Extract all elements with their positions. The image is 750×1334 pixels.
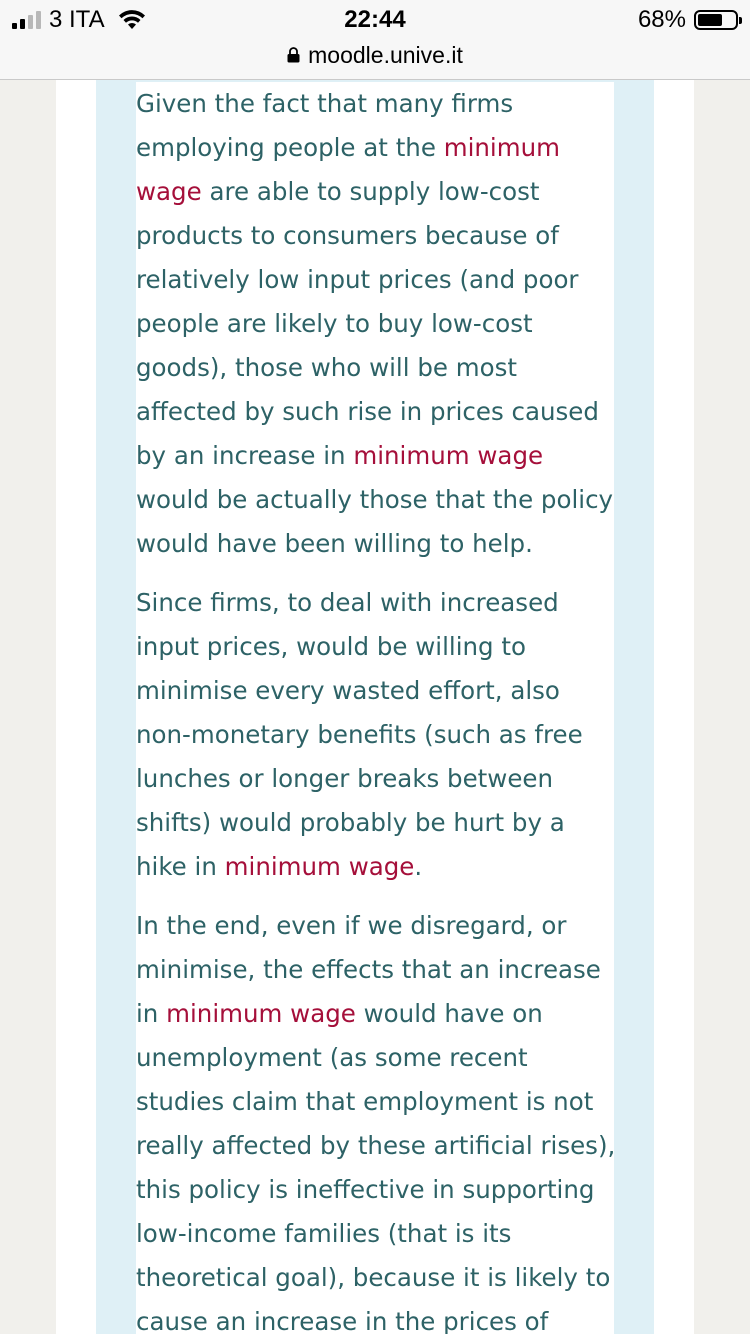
- clock: 22:44: [344, 6, 406, 33]
- wifi-icon: [118, 10, 145, 29]
- url-text: moodle.unive.it: [308, 41, 463, 68]
- glossary-link-minimum-wage[interactable]: minimum wage: [353, 441, 544, 470]
- paragraph-1: Given the fact that many firms employing…: [136, 82, 614, 566]
- status-right: 68%: [637, 6, 742, 34]
- text-run: are able to supply low-cost products to …: [136, 177, 599, 470]
- status-and-url-bar: 3 ITA 22:44 68% moodle.unive.it: [0, 0, 750, 80]
- text-run: .: [414, 852, 423, 881]
- text-run: Since firms, to deal with increased inpu…: [136, 588, 583, 881]
- glossary-link-minimum-wage[interactable]: minimum wage: [224, 852, 415, 881]
- page-content: Given the fact that many firms employing…: [56, 80, 694, 1334]
- status-left: 3 ITA: [12, 6, 147, 34]
- glossary-link-minimum-wage[interactable]: minimum wage: [136, 133, 560, 206]
- paragraph-2: Since firms, to deal with increased inpu…: [136, 581, 614, 889]
- battery-icon: [694, 10, 742, 30]
- address-bar[interactable]: moodle.unive.it: [0, 40, 750, 70]
- quote-block: Given the fact that many firms employing…: [96, 80, 654, 1334]
- text-run: In the end, even if we disregard, or min…: [136, 911, 601, 1028]
- signal-strength-icon: [12, 11, 41, 29]
- text-run: would have on unemployment (as some rece…: [136, 999, 614, 1334]
- paragraph-3: In the end, even if we disregard, or min…: [136, 904, 614, 1334]
- carrier-name: 3 ITA: [49, 6, 105, 33]
- battery-percent: 68%: [637, 6, 686, 33]
- text-column: Given the fact that many firms employing…: [136, 82, 614, 1334]
- text-run: would be actually those that the policy …: [136, 485, 614, 558]
- text-run: Given the fact that many firms employing…: [136, 89, 514, 162]
- glossary-link-minimum-wage[interactable]: minimum wage: [166, 999, 356, 1028]
- lock-icon: [287, 47, 300, 63]
